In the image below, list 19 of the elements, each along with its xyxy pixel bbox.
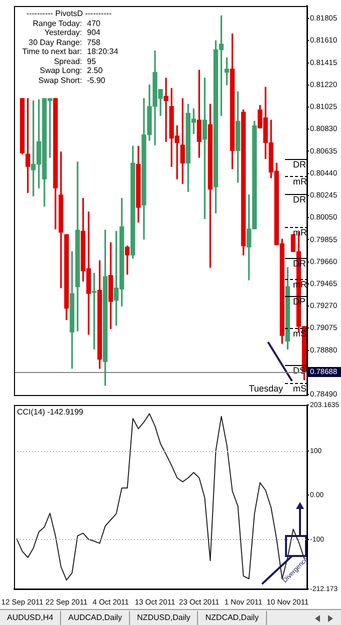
text: NZDUSD,Daily xyxy=(130,611,198,625)
ref-line-label: DR xyxy=(293,159,306,170)
annotation: Spread: 95 xyxy=(52,56,96,66)
text: AUDCAD,Daily xyxy=(61,611,130,625)
annotation: Swap Long: 2.50 xyxy=(38,66,103,76)
annotation: Yesterday: 904 xyxy=(43,28,100,38)
annotation: 30 Day Range: 758 xyxy=(28,38,100,47)
ref-line-label: mS xyxy=(293,383,306,394)
ref-line-label: mR xyxy=(293,227,308,238)
text: AUDUSD,H4 xyxy=(0,611,62,625)
annotation: Time to next bar: 18:20:34 xyxy=(21,47,118,56)
annotation: Tuesday xyxy=(248,383,284,394)
text: ---------- PivotsD ---------- xyxy=(25,9,113,18)
annotation: Swap Short: -5.90 xyxy=(37,76,106,85)
ref-line-label: DR xyxy=(293,194,306,204)
annotation: Range Today: 470 xyxy=(32,18,100,28)
chart-title: CCI(14) -142.9199 xyxy=(17,407,84,416)
text: NZDCAD,Daily xyxy=(198,611,267,625)
ref-line-label: mR xyxy=(293,176,308,186)
